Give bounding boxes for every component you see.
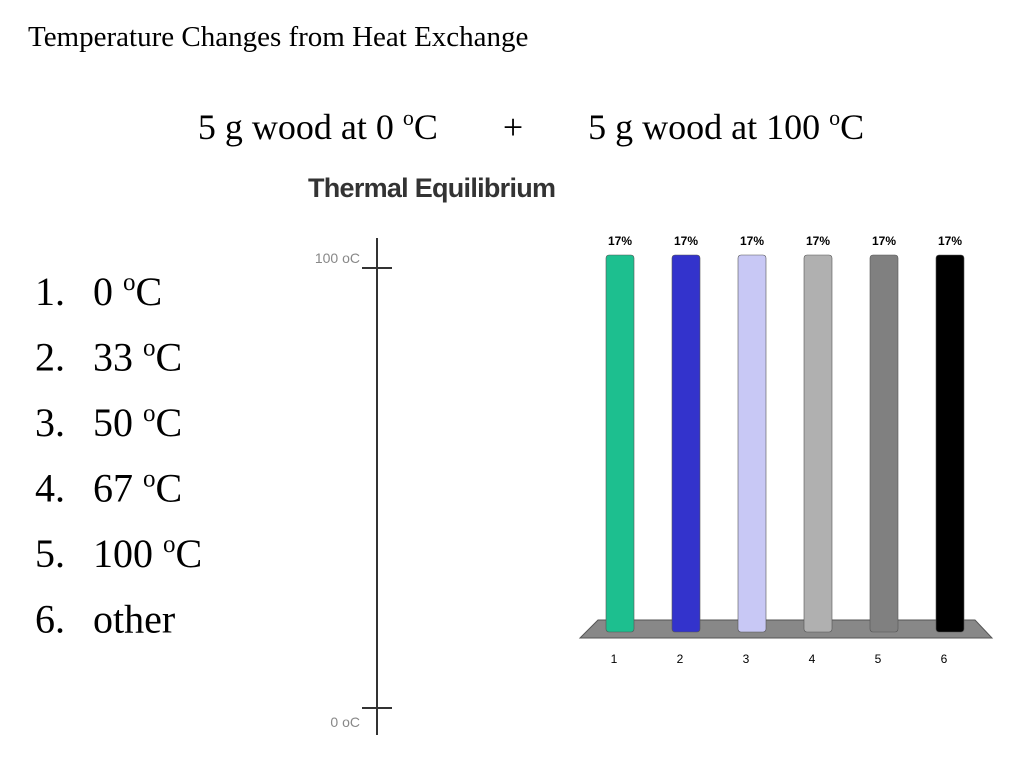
plus: + [503,107,523,147]
bar [803,254,833,633]
bar [935,254,965,633]
unit: C [414,107,438,147]
option-number: 3. [35,400,65,445]
option-value: 67 [93,466,143,511]
option-text: other [93,597,175,642]
option-number: 4. [35,466,65,511]
bar [671,254,701,633]
value-label: 17% [806,234,830,248]
option-text: 0 oC [93,269,162,314]
unit: C [156,400,183,445]
bar [869,254,899,633]
thermometer-title: Thermal Equilibrium [308,173,556,203]
degree: o [143,400,156,427]
option-text: 100 oC [93,531,202,576]
value-label: 17% [674,234,698,248]
option-value: 33 [93,335,143,380]
unit: C [156,335,183,380]
thermometer-label: 100 oC [315,250,360,266]
x-tick-label: 5 [875,652,882,666]
degree: o [143,335,156,362]
x-tick-label: 4 [809,652,816,666]
degree: o [829,105,840,130]
x-tick-label: 2 [677,652,684,666]
option-value: 50 [93,400,143,445]
degree: o [123,269,136,296]
option-value: 100 [93,531,163,576]
unit: C [136,269,163,314]
option-value: 0 [93,269,123,314]
x-tick-label: 1 [611,652,618,666]
option-text: 67 oC [93,466,182,511]
option-text: 50 oC [93,400,182,445]
option-number: 6. [35,597,65,642]
chart-floor [578,619,994,639]
value-label: 17% [740,234,764,248]
option-value: other [93,597,175,642]
degree: o [163,531,176,558]
equation-left: 5 g wood at 0 [198,107,403,147]
option-number: 2. [35,335,65,380]
equation: 5 g wood at 0 oC + 5 g wood at 100 oC [153,105,891,147]
slide-title: Temperature Changes from Heat Exchange [28,21,528,53]
unit: C [176,531,203,576]
x-tick-label: 6 [941,652,948,666]
unit: C [156,466,183,511]
degree: o [143,466,156,493]
option-number: 5. [35,531,65,576]
x-tick-label: 3 [743,652,750,666]
bar [737,254,767,633]
unit: C [840,107,864,147]
value-label: 17% [608,234,632,248]
value-label: 17% [872,234,896,248]
value-label: 17% [938,234,962,248]
equation-right: 5 g wood at 100 [588,107,829,147]
thermometer-label: 0 oC [330,714,360,730]
option-text: 33 oC [93,335,182,380]
bar [605,254,635,633]
degree: o [403,105,414,130]
option-number: 1. [35,269,65,314]
